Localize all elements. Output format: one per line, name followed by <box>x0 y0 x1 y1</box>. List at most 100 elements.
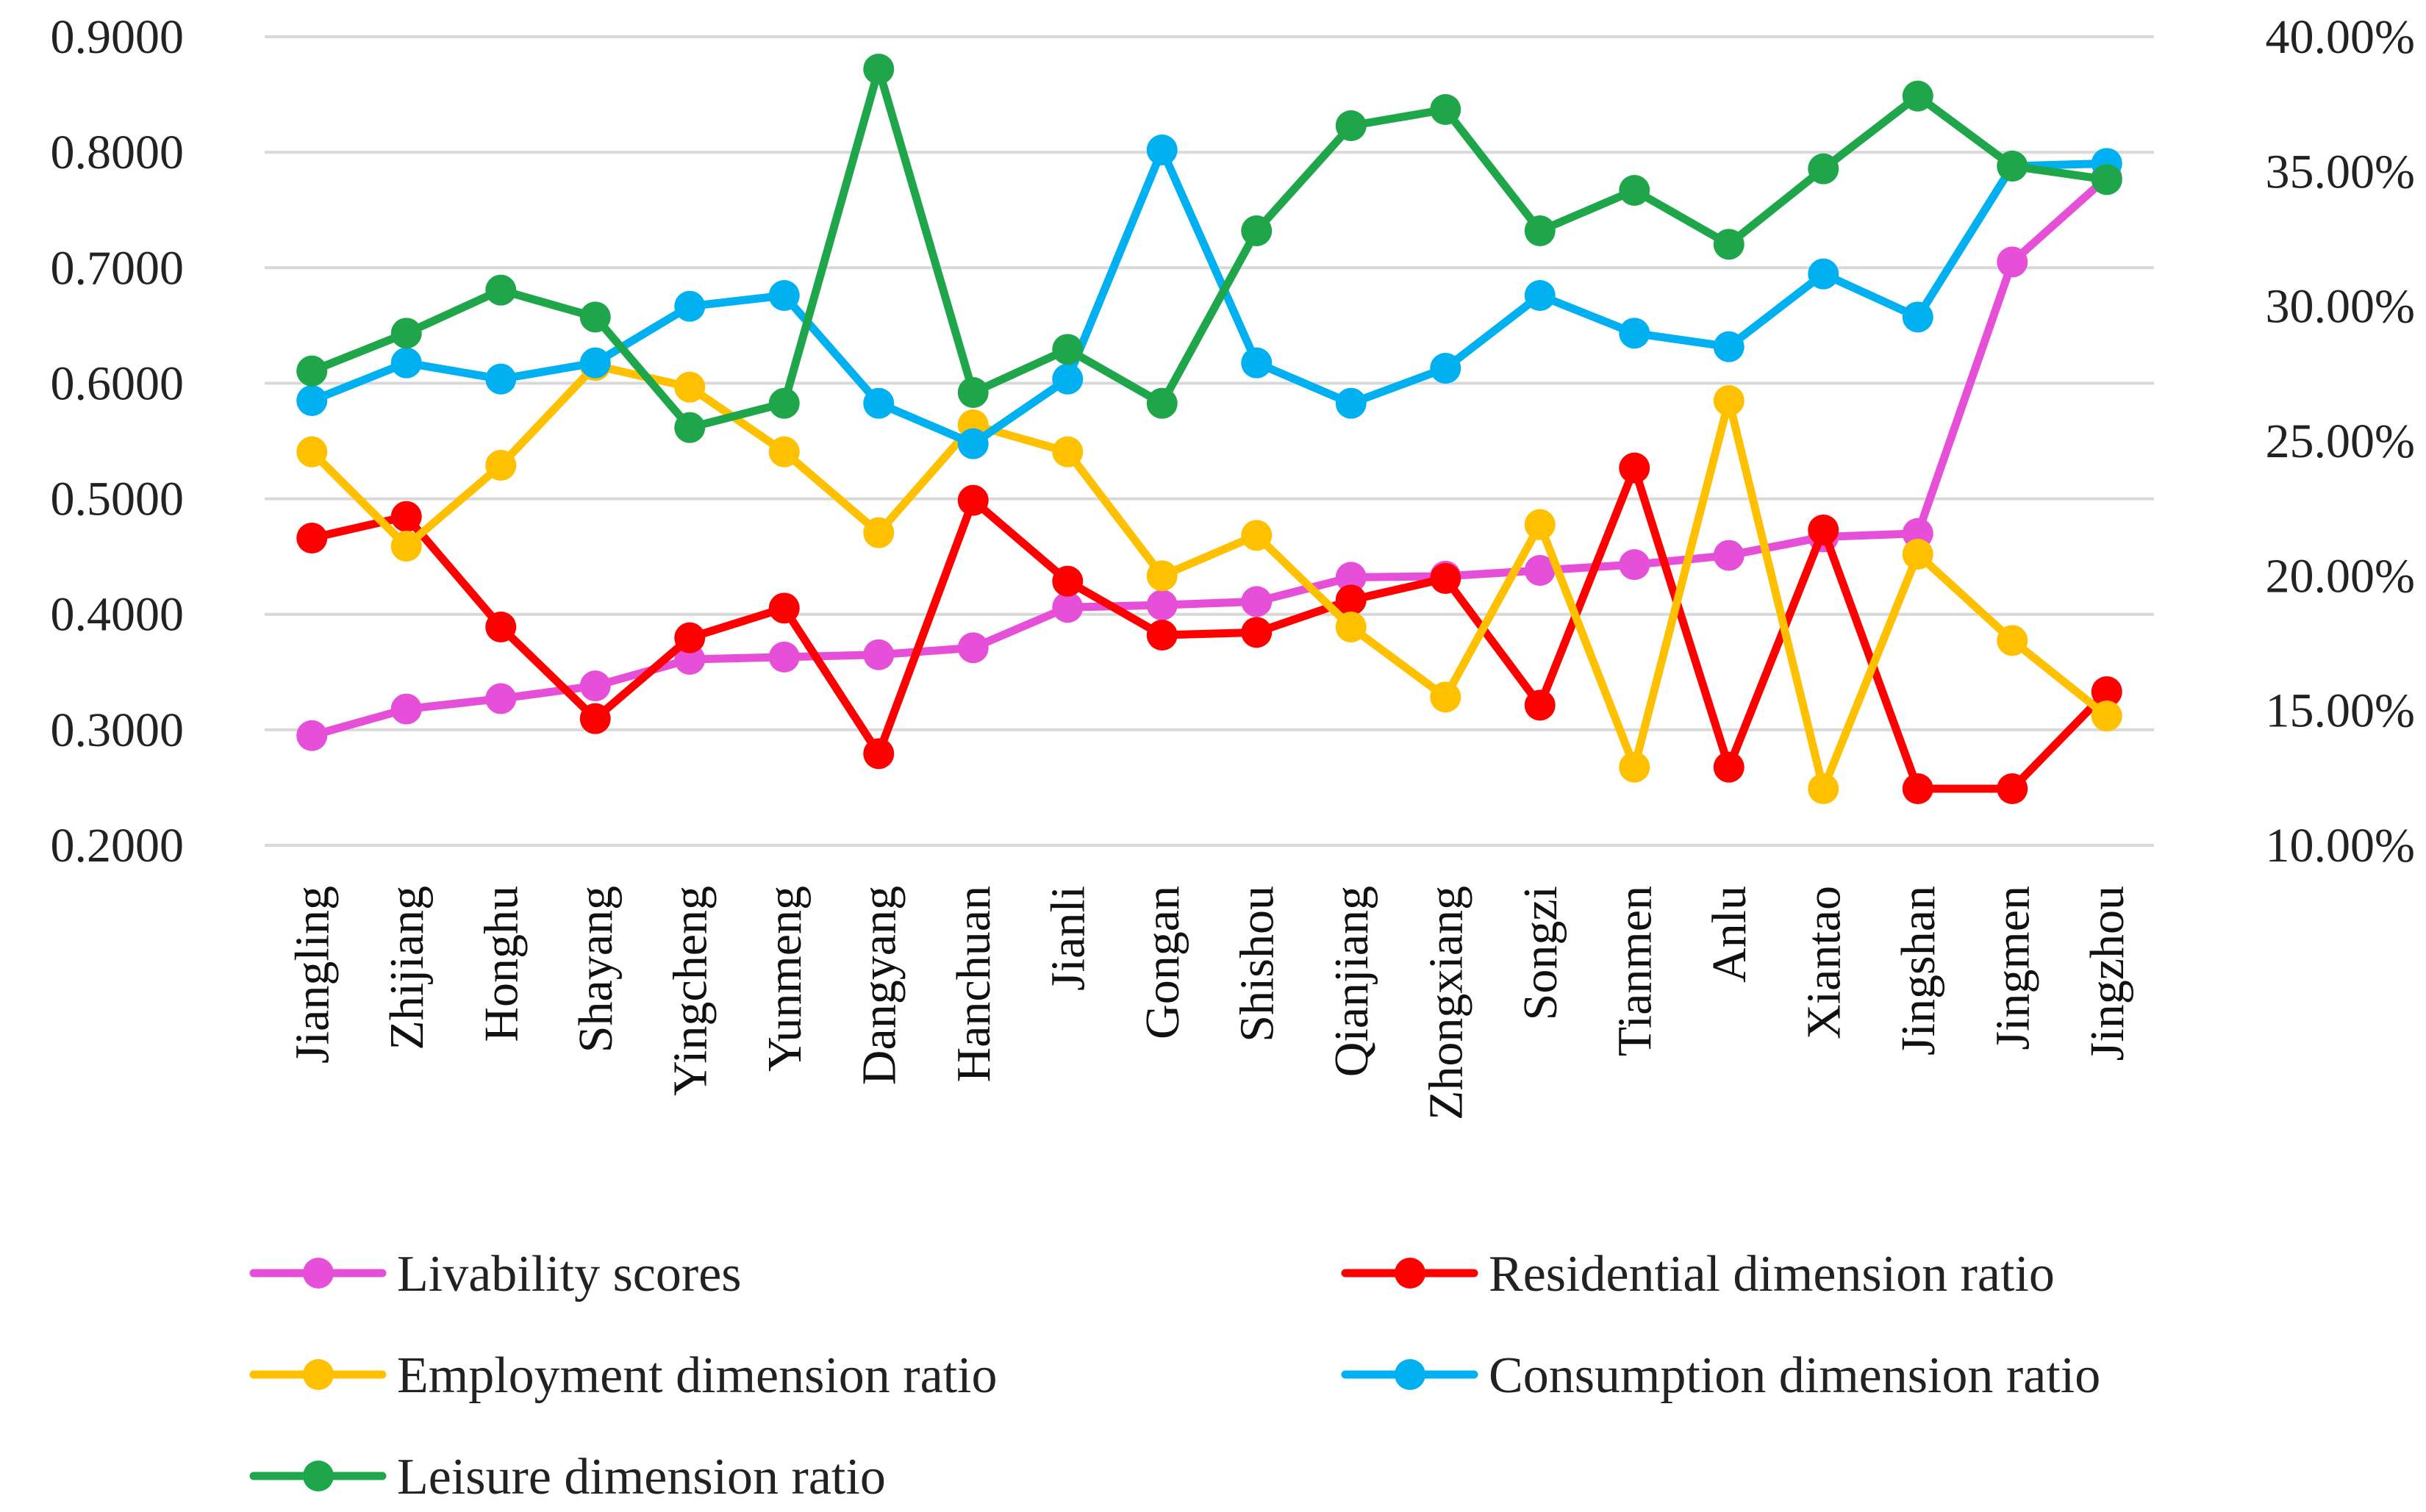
left-y-axis: 0.9000 0.8000 0.7000 0.6000 0.5000 0.4000 0.30… <box>51 10 185 873</box>
x-tick-label: Hanchuan <box>947 886 1001 1083</box>
data-point <box>1052 334 1084 365</box>
data-point <box>296 720 328 751</box>
data-point <box>1619 318 1650 349</box>
data-point <box>1430 353 1461 384</box>
y2-tick-label: 40.00% <box>2266 10 2415 64</box>
data-point <box>674 371 706 403</box>
series-line <box>307 173 2111 740</box>
legend-label: Consumption dimension ratio <box>1489 1347 2100 1404</box>
series-group <box>296 54 2122 804</box>
x-tick-label: Zhijiang <box>380 886 434 1050</box>
legend-swatch-marker <box>1395 1258 1425 1289</box>
y2-tick-label: 30.00% <box>2266 280 2415 334</box>
x-tick-label: Jingmen <box>1986 886 2039 1050</box>
data-point <box>1808 773 1839 804</box>
data-point <box>390 318 422 349</box>
data-point <box>579 301 611 333</box>
gridlines <box>265 35 2154 847</box>
y2-tick-label: 25.00% <box>2266 415 2415 468</box>
data-point <box>2091 676 2122 707</box>
legend-swatch-marker <box>303 1461 334 1491</box>
series-1 <box>296 452 2122 804</box>
x-tick-label: Anlu <box>1703 886 1756 983</box>
data-point <box>1713 229 1745 260</box>
data-point <box>485 274 517 306</box>
data-point <box>390 347 422 379</box>
data-point <box>485 450 517 481</box>
y2-tick-label: 20.00% <box>2266 549 2415 603</box>
data-point <box>863 387 895 419</box>
data-point <box>1146 620 1178 651</box>
x-tick-label: Yunmeng <box>758 886 812 1072</box>
data-point <box>485 612 517 642</box>
data-point <box>768 592 800 624</box>
data-point <box>1241 520 1273 551</box>
data-point <box>1241 215 1273 246</box>
data-point <box>1524 280 1556 311</box>
data-point <box>296 385 328 416</box>
data-point <box>1997 773 2028 804</box>
data-point <box>957 428 989 459</box>
y-tick-label: 0.3000 <box>51 703 185 757</box>
data-point <box>863 738 895 770</box>
data-point <box>390 693 422 725</box>
data-point <box>957 377 989 408</box>
y-tick-label: 0.2000 <box>51 819 185 873</box>
data-point <box>1524 555 1556 586</box>
x-tick-label: Songzi <box>1514 886 1567 1020</box>
data-point <box>1241 617 1273 648</box>
data-point <box>957 632 989 664</box>
data-point <box>863 639 895 670</box>
data-point <box>1808 258 1839 290</box>
series-4 <box>296 54 2122 443</box>
data-point <box>1335 562 1367 593</box>
data-point <box>1713 331 1745 362</box>
series-2 <box>296 350 2122 804</box>
y2-tick-label: 15.00% <box>2266 684 2415 738</box>
x-tick-label: Zhongxiang <box>1419 886 1473 1120</box>
x-tick-label: Jingzhou <box>2080 886 2134 1061</box>
data-point <box>390 501 422 532</box>
data-point <box>390 531 422 562</box>
legend-swatch-marker <box>303 1258 334 1289</box>
data-point <box>674 622 706 653</box>
data-point <box>1430 563 1461 594</box>
data-point <box>1335 387 1367 419</box>
y-tick-label: 0.5000 <box>51 473 185 526</box>
data-point <box>674 644 706 675</box>
y-tick-label: 0.7000 <box>51 241 185 295</box>
data-point <box>768 436 800 467</box>
data-point <box>1713 540 1745 571</box>
data-point <box>485 363 517 395</box>
y-tick-label: 0.4000 <box>51 588 185 642</box>
right-y-axis: 40.00% 35.00% 30.00% 25.00% 20.00% 15.00% 10.0… <box>2266 10 2415 873</box>
data-point <box>1713 751 1745 783</box>
data-point <box>1524 509 1556 540</box>
legend-item: Consumption dimension ratio <box>1341 1347 2100 1404</box>
data-point <box>1619 549 1650 581</box>
legend-label: Employment dimension ratio <box>397 1347 998 1404</box>
y-tick-label: 0.6000 <box>51 356 185 410</box>
x-tick-label: Tianmen <box>1608 886 1661 1056</box>
legend-item: Employment dimension ratio <box>249 1347 998 1404</box>
data-point <box>1241 347 1273 379</box>
legend-item: Leisure dimension ratio <box>249 1449 886 1505</box>
x-tick-label: Yingcheng <box>663 886 717 1096</box>
data-point <box>485 683 517 714</box>
data-point <box>1430 94 1461 125</box>
data-point <box>1713 385 1745 416</box>
legend-label: Leisure dimension ratio <box>397 1449 886 1505</box>
data-point <box>1902 539 1933 570</box>
y2-tick-label: 35.00% <box>2266 145 2415 198</box>
x-axis: Jiangling Zhijiang Honghu Shayang Yingcheng Y… <box>285 886 2134 1120</box>
data-point <box>1052 363 1084 395</box>
legend: Livability scores Residential dimension r… <box>249 1246 2100 1505</box>
data-point <box>957 484 989 516</box>
data-point <box>1146 560 1178 592</box>
data-point <box>1335 612 1367 642</box>
data-point <box>674 290 706 322</box>
data-point <box>1146 590 1178 621</box>
x-tick-label: Xiantao <box>1797 886 1850 1039</box>
y-tick-label: 0.9000 <box>51 10 185 64</box>
data-point <box>1808 515 1839 545</box>
